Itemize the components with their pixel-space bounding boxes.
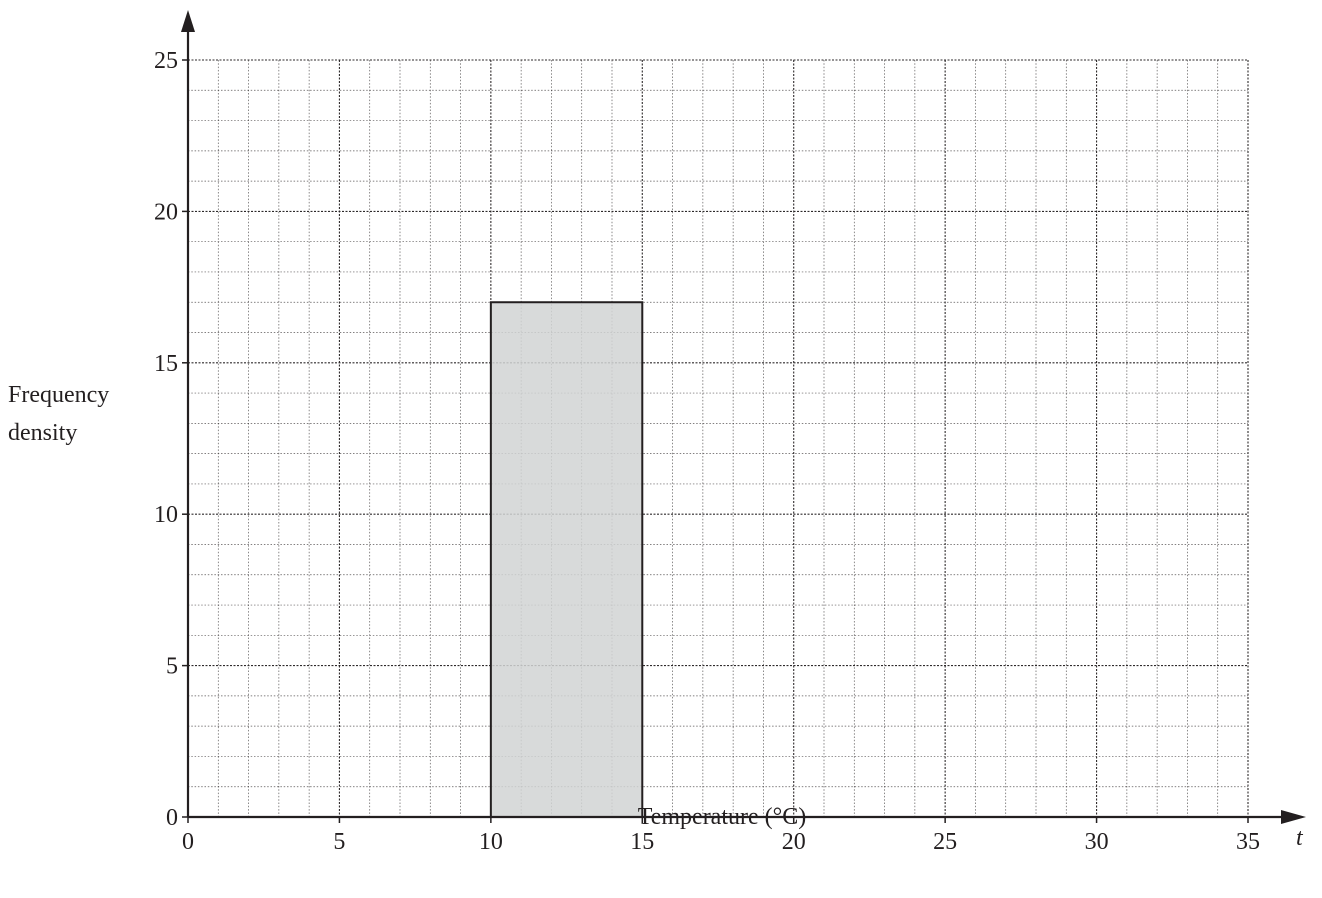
x-tick-labels: 0 5 10 15 20 25 30 35 [182,829,1260,855]
x-tick-label: 20 [782,829,806,855]
y-tick-label: 25 [154,48,178,74]
x-tick-label: 30 [1085,829,1109,855]
major-gridlines [187,59,1249,818]
histogram-bar-0 [489,301,644,818]
axes [181,10,1306,824]
x-axis-variable-label: t [1296,825,1304,851]
x-axis-arrowhead [1281,810,1306,824]
histogram-bars [489,301,644,818]
y-tick-labels: 0 5 10 15 20 25 [154,48,178,831]
y-axis-label-line-1: Frequency [8,382,109,408]
x-tick-label: 10 [479,829,503,855]
x-axis-label: Temperature (°C) [638,804,807,830]
x-tick-label: 5 [333,829,345,855]
y-axis-label-line-2: density [8,420,77,446]
y-tick-label: 0 [166,805,178,831]
y-tick-label: 15 [154,351,178,377]
x-tick-label: 25 [933,829,957,855]
y-tick-label: 5 [166,654,178,680]
y-axis-arrowhead [181,10,195,32]
x-tick-label: 15 [630,829,654,855]
x-tick-label: 35 [1236,829,1260,855]
minor-gridlines [188,60,1248,817]
y-tick-label: 10 [154,502,178,528]
x-tick-label: 0 [182,829,194,855]
y-tick-label: 20 [154,199,178,225]
